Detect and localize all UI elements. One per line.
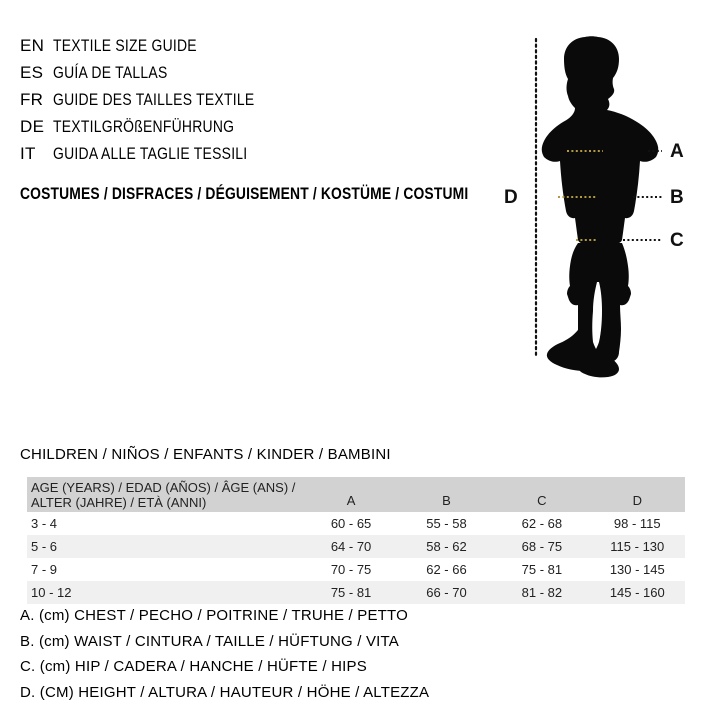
- svg-text:C: C: [670, 230, 684, 251]
- svg-text:D: D: [504, 187, 518, 208]
- svg-text:A: A: [670, 141, 684, 162]
- svg-text:B: B: [670, 187, 684, 208]
